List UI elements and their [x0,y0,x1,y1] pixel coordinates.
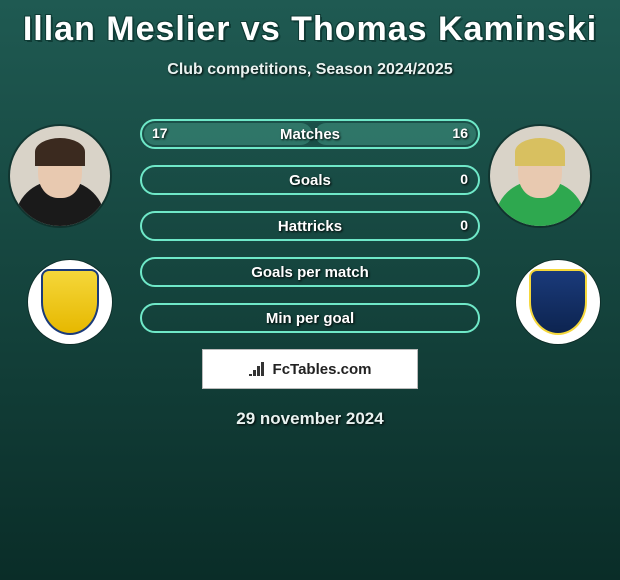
bars-icon [249,362,267,376]
stat-right-value: 0 [460,171,468,187]
stat-left-value: 17 [152,125,168,141]
brand-text: FcTables.com [273,361,372,378]
stat-label: Hattricks [278,218,342,235]
brand-tag[interactable]: FcTables.com [202,349,418,389]
club-left-badge [28,260,112,344]
shield-icon [529,269,587,335]
stat-label: Min per goal [266,310,354,327]
player-right-avatar [490,126,590,226]
shield-icon [41,269,99,335]
stat-row-goals: Goals 0 [140,165,480,195]
stat-row-hattricks: Hattricks 0 [140,211,480,241]
stat-row-gpm: Goals per match [140,257,480,287]
player-left-avatar [10,126,110,226]
stat-row-matches: 17 Matches 16 [140,119,480,149]
stat-label: Goals [289,172,331,189]
club-right-badge [516,260,600,344]
stat-label: Goals per match [251,264,369,281]
stats-container: 17 Matches 16 Goals 0 Hattricks 0 Goals … [140,119,480,333]
stat-label: Matches [280,126,340,143]
stat-right-value: 0 [460,217,468,233]
subtitle: Club competitions, Season 2024/2025 [0,61,620,79]
date-label: 29 november 2024 [0,409,620,429]
stat-right-value: 16 [452,125,468,141]
page-title: Illan Meslier vs Thomas Kaminski [0,0,620,49]
stat-row-mpg: Min per goal [140,303,480,333]
